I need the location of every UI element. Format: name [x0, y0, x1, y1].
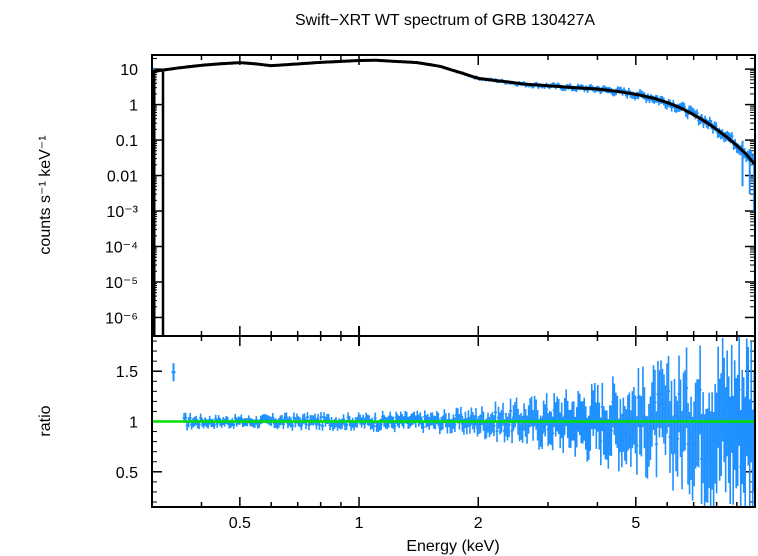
spectrum-panel: 10 1 0.1 0.01 10⁻³ 10⁻⁴ 10⁻⁵ 10⁻⁶ — [105, 55, 756, 346]
y-tick-label: 10 — [120, 62, 138, 79]
y-tick-label: 0.5 — [116, 465, 138, 482]
y-tick-label: 10⁻⁵ — [105, 275, 138, 292]
x-tick-label: 0.5 — [229, 515, 251, 532]
y-tick-label: 10⁻⁶ — [105, 310, 138, 327]
ratio-ylabel: ratio — [37, 405, 54, 436]
y-tick-label: 0.01 — [107, 169, 138, 186]
ratio-frame — [151, 335, 756, 508]
y-tick-label: 0.1 — [116, 133, 138, 150]
x-tick-label: 5 — [631, 515, 640, 532]
spectrum-frame — [151, 54, 756, 337]
y-tick-label: 10⁻⁴ — [105, 239, 138, 256]
y-tick-label: 10⁻³ — [106, 204, 138, 221]
x-axis-label: Energy (keV) — [406, 538, 499, 555]
x-tick-label: 2 — [474, 515, 483, 532]
x-tick-label: 1 — [355, 515, 364, 532]
y-tick-label: 1 — [129, 415, 138, 432]
y-tick-label: 1.5 — [116, 364, 138, 381]
chart-title: Swift−XRT WT spectrum of GRB 130427A — [295, 12, 595, 29]
spectrum-ylabel: counts s⁻¹ keV⁻¹ — [37, 135, 54, 254]
spectrum-model-line — [152, 58, 756, 336]
ratio-panel: 0.5 1 1.5 0.5 1 2 5 — [116, 336, 756, 532]
y-tick-label: 1 — [129, 98, 138, 115]
